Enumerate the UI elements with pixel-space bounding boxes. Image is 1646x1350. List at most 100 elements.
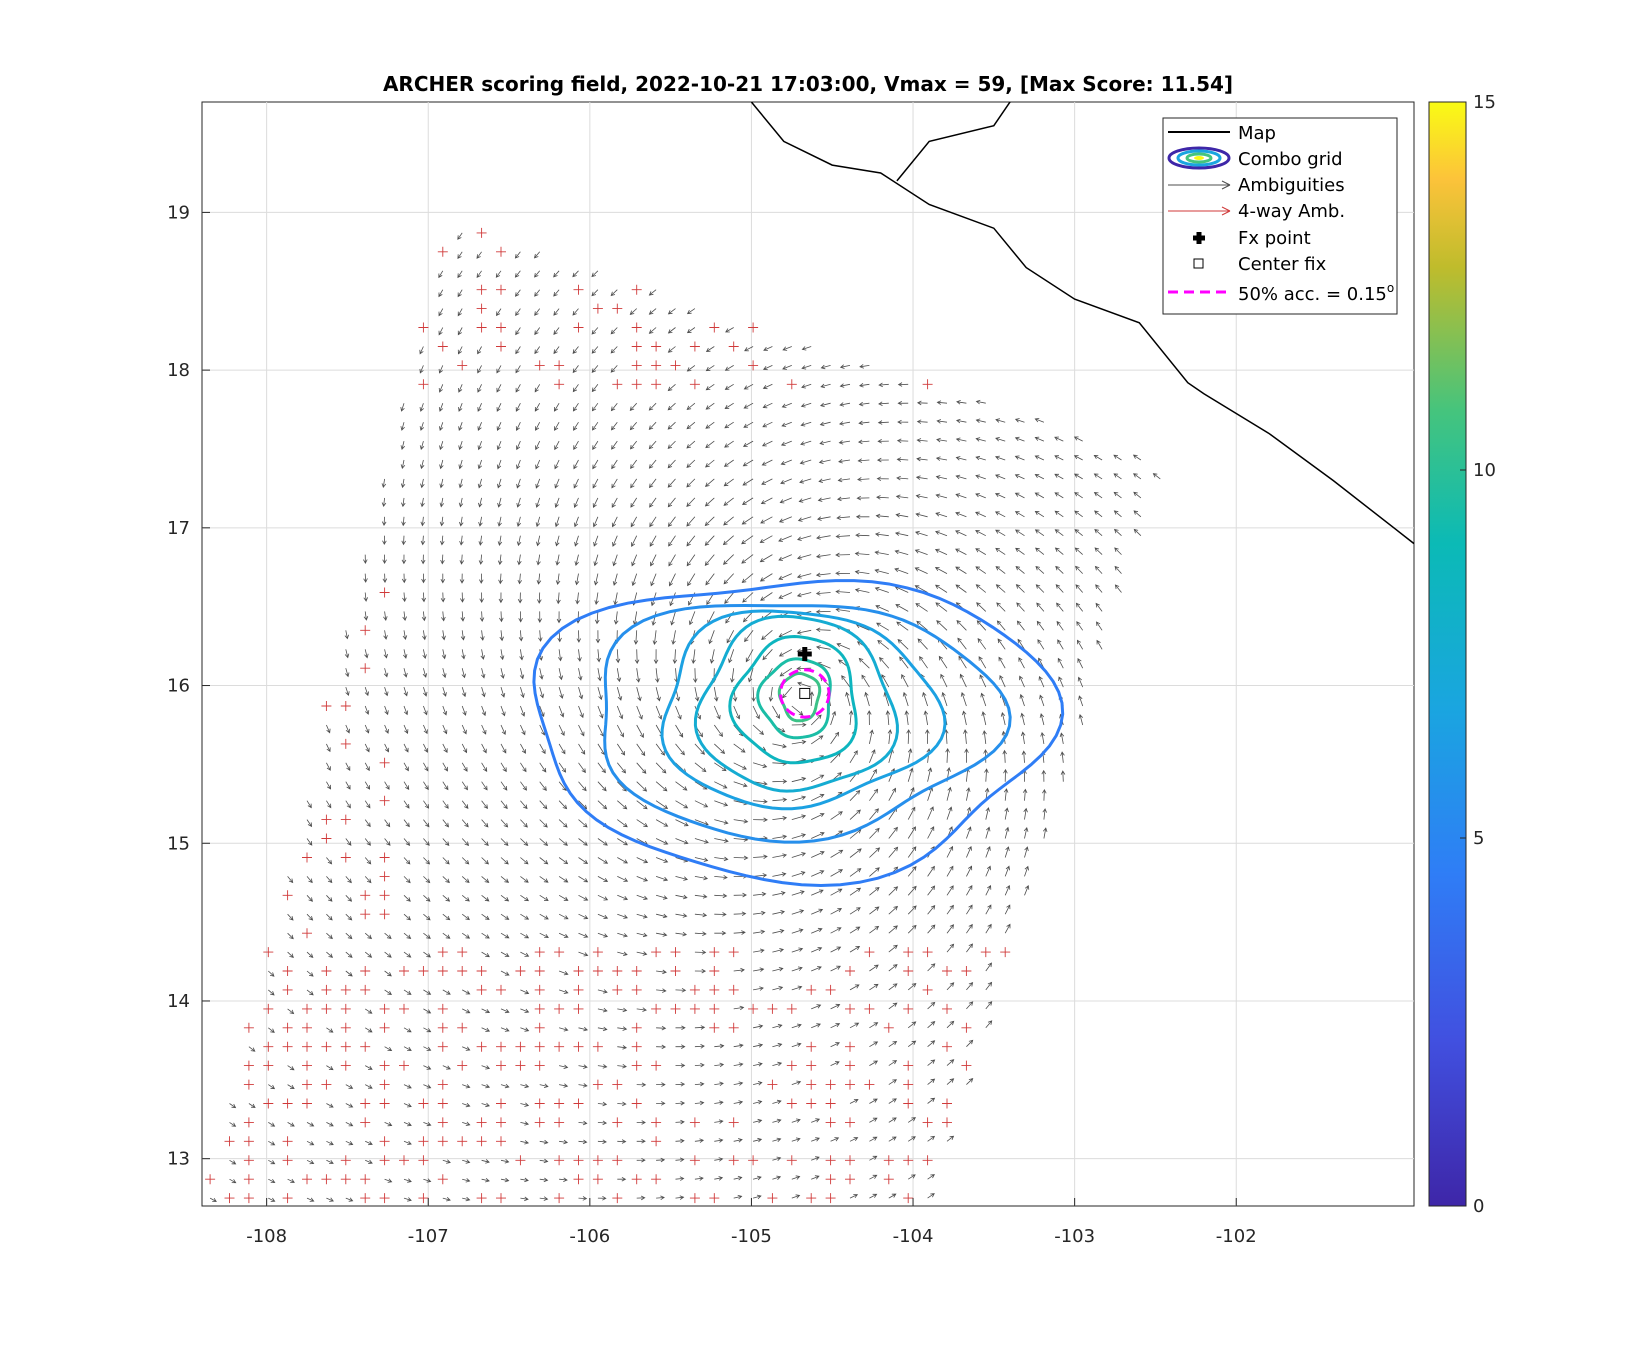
ambiguity-arrow: [629, 308, 637, 315]
ambiguity-arrow: [481, 724, 487, 735]
ambiguity-arrow: [897, 382, 909, 387]
ambiguity-arrow: [442, 932, 451, 939]
ambiguity-arrow: [438, 327, 444, 336]
ambiguity-arrow: [1056, 620, 1064, 631]
ambiguity-arrow: [874, 586, 889, 593]
ambiguity-arrow: [975, 584, 987, 593]
ambiguity-arrow: [438, 403, 444, 412]
ambiguity-arrow: [636, 743, 646, 757]
ambiguity-arrow: [713, 724, 723, 737]
ambiguity-arrow: [815, 553, 831, 559]
legend-ambiguities-label: Ambiguities: [1238, 175, 1345, 196]
ambiguity-arrow: [1024, 846, 1029, 858]
ambiguity-arrow: [1035, 584, 1045, 593]
ambiguity-arrow: [653, 649, 659, 665]
ambiguity-arrow: [714, 856, 729, 862]
ambiguity-arrow: [539, 876, 549, 883]
ambiguity-arrow: [401, 516, 406, 527]
ambiguity-arrow: [617, 951, 628, 956]
ambiguity-arrow: [440, 573, 446, 584]
ambiguity-arrow: [423, 1178, 432, 1183]
ambiguity-arrow: [520, 876, 529, 883]
ambiguity-arrow: [574, 573, 580, 586]
ambiguity-arrow: [759, 535, 773, 543]
ambiguity-arrow: [478, 516, 483, 527]
y-tick-label: 14: [167, 991, 190, 1012]
ambiguity-arrow: [650, 554, 657, 567]
ambiguity-arrow: [516, 440, 521, 451]
ambiguity-arrow: [539, 1196, 549, 1201]
ambiguity-arrow: [461, 668, 466, 679]
score-contour: [532, 579, 1065, 888]
ambiguity-arrow: [849, 926, 861, 934]
ambiguity-arrow: [686, 365, 696, 372]
ambiguity-arrow: [907, 1021, 917, 1029]
ambiguity-arrow: [815, 627, 831, 633]
ambiguity-arrow: [675, 876, 689, 881]
ambiguity-arrow: [975, 493, 986, 499]
ambiguity-arrow: [927, 865, 935, 877]
ambiguity-arrow: [895, 604, 909, 612]
ambiguity-arrow: [927, 1174, 935, 1180]
ambiguity-arrow: [694, 1081, 705, 1087]
ambiguity-arrow: [1014, 436, 1025, 442]
ambiguity-arrow: [849, 1194, 859, 1199]
ambiguity-arrow: [907, 1136, 916, 1142]
ambiguity-arrow: [966, 884, 973, 896]
ambiguity-arrow: [914, 585, 928, 593]
ambiguity-arrow: [457, 270, 463, 279]
ambiguity-arrow: [481, 781, 488, 791]
ambiguity-arrow: [326, 857, 333, 865]
ambiguity-arrow: [656, 1082, 666, 1087]
ambiguity-arrow: [1056, 602, 1064, 612]
ambiguity-arrow: [462, 1178, 471, 1183]
ambiguity-arrow: [1003, 788, 1009, 801]
ambiguity-arrow: [869, 1136, 878, 1142]
ambiguity-arrow: [423, 686, 428, 697]
ambiguity-arrow: [364, 857, 372, 865]
ambiguity-arrow: [1014, 418, 1025, 423]
ambiguity-arrow: [955, 530, 967, 537]
ambiguity-arrow: [457, 289, 463, 298]
ambiguity-arrow: [558, 724, 565, 737]
ambiguity-arrow: [461, 857, 470, 865]
ambiguity-arrow: [520, 819, 528, 828]
ambiguity-arrow: [462, 989, 471, 995]
ambiguity-arrow: [611, 516, 618, 528]
ambiguity-arrow: [830, 731, 840, 745]
ambiguity-arrow: [936, 400, 948, 405]
ambiguity-arrow: [556, 592, 561, 605]
ambiguity-arrow: [675, 724, 684, 738]
ambiguity-arrow: [791, 947, 804, 953]
ambiguity-arrow: [836, 643, 851, 650]
ambiguity-arrow: [946, 1059, 955, 1066]
ambiguity-arrow: [899, 656, 909, 669]
ambiguity-arrow: [419, 403, 424, 412]
x-tick-label: -102: [1216, 1226, 1257, 1247]
ambiguity-arrow: [520, 838, 529, 846]
ambiguity-arrow: [733, 892, 747, 898]
ambiguity-arrow: [617, 1045, 628, 1050]
ambiguity-arrow: [636, 1120, 646, 1125]
ambiguity-arrow: [762, 402, 773, 409]
ambiguity-arrow: [966, 826, 972, 839]
ambiguity-arrow: [796, 573, 812, 579]
ambiguity-arrow: [268, 1178, 276, 1183]
ambiguity-arrow: [995, 584, 1006, 593]
ambiguity-arrow: [497, 535, 503, 547]
ambiguity-arrow: [694, 931, 707, 936]
ambiguity-arrow: [518, 611, 523, 623]
ambiguity-arrow: [539, 1158, 549, 1164]
ambiguity-arrow: [876, 457, 889, 463]
ambiguity-arrow: [422, 630, 427, 641]
ambiguity-arrow: [559, 1139, 569, 1145]
ambiguity-arrow: [287, 876, 294, 884]
ambiguity-arrow: [869, 808, 879, 820]
ambiguity-arrow: [364, 686, 369, 697]
ambiguity-arrow: [656, 1195, 665, 1201]
ambiguity-arrow: [856, 495, 870, 501]
legend-ambiguity-arrow-icon: [1168, 180, 1231, 190]
ambiguity-arrow: [537, 592, 542, 604]
ambiguity-arrow: [818, 478, 831, 483]
ambiguity-arrow: [797, 535, 812, 541]
